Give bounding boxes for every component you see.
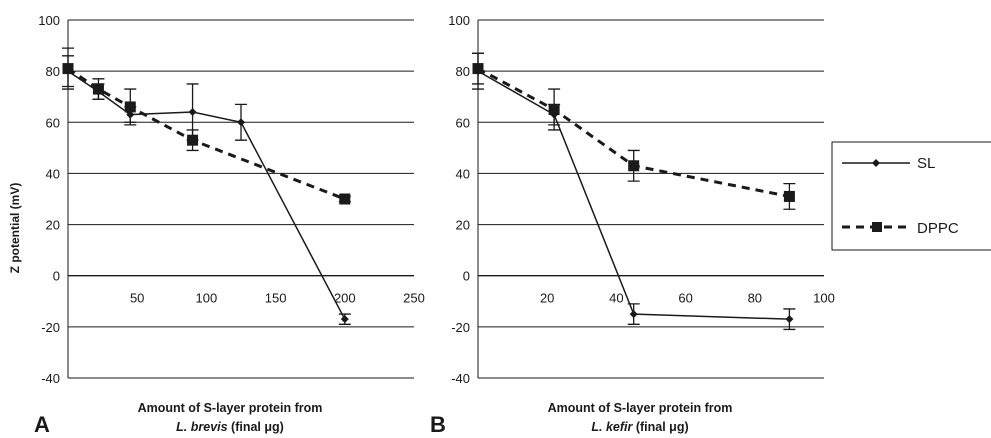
legend-dppc-marker	[872, 222, 882, 232]
panel-b-series	[472, 52, 796, 331]
panel-a-dppc-point	[62, 63, 74, 75]
panel-a-y-ticks: -40 -20 0 20 40 60 80 100	[38, 13, 60, 386]
legend-entry-dppc: DPPC	[842, 220, 959, 237]
panel-a-letter: A	[34, 412, 50, 437]
panel-a-dppc-point	[339, 193, 351, 205]
panel-b-y-tick-label: 100	[448, 13, 470, 28]
panel-b-sl-point	[629, 310, 638, 319]
legend-entry-sl: SL	[842, 155, 935, 172]
legend-sl-marker	[872, 159, 880, 167]
panel-a-x-tick-label: 250	[403, 291, 425, 306]
panel-a-sl-point	[237, 118, 245, 127]
panel-b-letter: B	[430, 412, 446, 437]
panel-b: -40 -20 0 20 40 60 80 100 20 40 60 80 100 Amount of…	[430, 13, 835, 437]
panel-a-x-tick-label: 100	[196, 291, 218, 306]
panel-b-y-tick-label: -20	[451, 320, 470, 335]
panel-b-x-tick-label: 100	[813, 291, 835, 306]
legend: SL DPPC	[831, 141, 991, 251]
panel-b-x-axis-unit: (final μg)	[632, 420, 688, 434]
panel-b-x-tick-label: 20	[540, 291, 554, 306]
panel-a: -40 -20 0 20 40 60 80 100 50 100 150 200 250 Z pote…	[8, 13, 425, 437]
panel-a-y-tick-label: 0	[53, 269, 60, 284]
panel-b-dppc-point	[628, 160, 640, 172]
panel-a-dppc-point	[124, 101, 136, 113]
panel-a-y-tick-label: 100	[38, 13, 60, 28]
panel-b-grid	[477, 19, 824, 379]
panel-b-x-axis-label-line2: L. kefir (final μg)	[591, 420, 688, 434]
legend-sl-label: SL	[917, 155, 935, 172]
panel-b-y-ticks: -40 -20 0 20 40 60 80 100	[448, 13, 470, 386]
panel-a-dppc-point	[187, 134, 199, 146]
panel-a-x-axis-unit: (final μg)	[228, 420, 284, 434]
panel-b-x-tick-label: 40	[609, 291, 623, 306]
panel-a-x-ticks: 50 100 150 200 250	[130, 291, 425, 306]
panel-a-y-tick-label: -40	[41, 371, 60, 386]
panel-a-dppc-point	[92, 83, 104, 95]
panel-a-sl-point	[340, 315, 349, 324]
panel-a-x-tick-label: 50	[130, 291, 144, 306]
panel-a-x-tick-label: 200	[334, 291, 356, 306]
legend-dppc-label: DPPC	[917, 220, 959, 237]
panel-b-dppc-point	[548, 104, 560, 115]
panel-b-sl-point	[785, 315, 794, 324]
panel-a-y-tick-label: 20	[46, 218, 60, 233]
panel-b-y-tick-label: 80	[456, 64, 470, 79]
panel-a-x-axis-label-line1: Amount of S-layer protein from	[138, 401, 323, 415]
panel-b-dppc-point	[472, 63, 484, 75]
panel-a-grid	[67, 19, 414, 379]
panel-b-y-tick-label: -40	[451, 371, 470, 386]
panel-a-y-tick-label: 60	[46, 115, 60, 130]
panel-a-x-axis-species: L. brevis	[176, 420, 227, 434]
panel-a-y-axis-label: Z potential (mV)	[8, 183, 22, 274]
panel-a-series	[62, 47, 351, 325]
panel-b-sl-line	[477, 70, 790, 320]
panel-a-x-axis-label-line2: L. brevis (final μg)	[176, 420, 284, 434]
panel-a-sl-point	[188, 108, 197, 117]
legend-box	[831, 141, 991, 251]
panel-b-dppc-point	[783, 190, 795, 202]
panel-a-dppc-line	[67, 67, 346, 201]
panel-b-y-tick-label: 40	[456, 166, 470, 181]
panel-b-x-ticks: 20 40 60 80 100	[540, 291, 835, 306]
panel-b-x-tick-label: 80	[748, 291, 762, 306]
panel-a-x-tick-label: 150	[265, 291, 287, 306]
panel-b-x-tick-label: 60	[678, 291, 692, 306]
panel-a-y-tick-label: -20	[41, 320, 60, 335]
panel-b-y-tick-label: 0	[463, 269, 470, 284]
panel-a-y-tick-label: 40	[46, 166, 60, 181]
panel-b-x-axis-label-line1: Amount of S-layer protein from	[548, 401, 733, 415]
panel-a-sl-line	[67, 70, 346, 320]
panel-b-x-axis-species: L. kefir	[591, 420, 633, 434]
panel-b-y-tick-label: 60	[456, 115, 470, 130]
panel-b-dppc-line	[477, 67, 790, 198]
panel-b-y-tick-label: 20	[456, 218, 470, 233]
panel-a-y-tick-label: 80	[46, 64, 60, 79]
